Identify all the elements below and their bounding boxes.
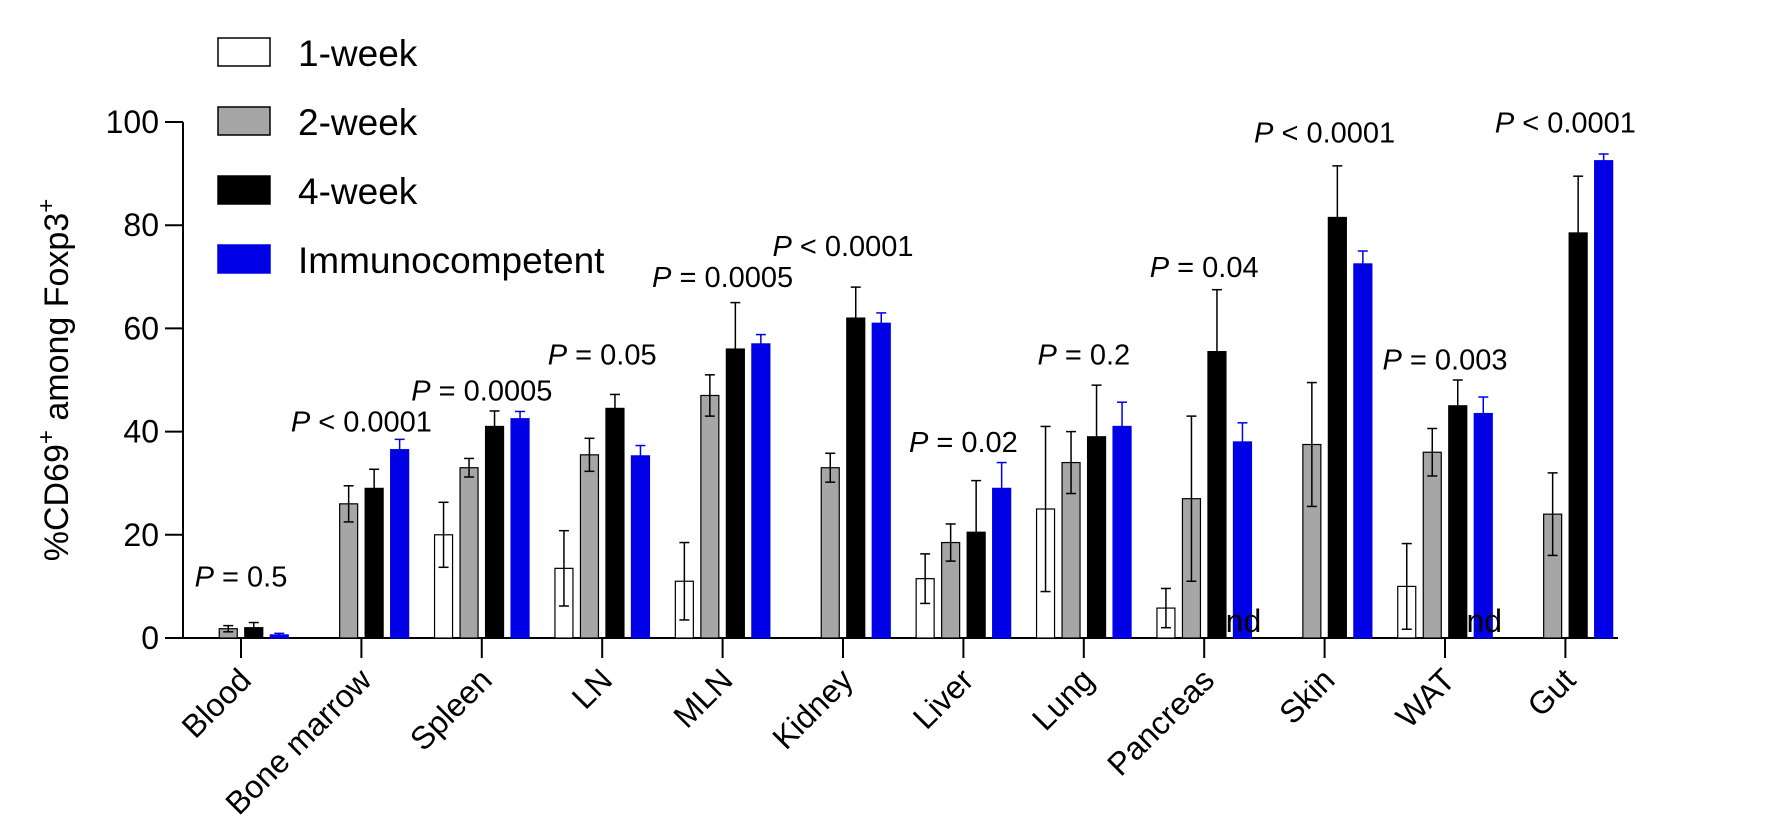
y-axis: 0 20 40 60 80 100 %CD69+ among Foxp3+ xyxy=(33,104,184,656)
bar-4-week xyxy=(244,627,264,639)
bar-4-week xyxy=(605,407,625,639)
bar-4-week xyxy=(1568,232,1588,639)
bar-4-week xyxy=(364,487,384,639)
bar-immunocompetent xyxy=(510,418,530,639)
y-tick-label: 80 xyxy=(123,207,159,243)
bar-2-week xyxy=(700,394,720,639)
nd-label: nd xyxy=(1466,603,1502,639)
legend-label: 4-week xyxy=(298,171,418,212)
x-tick-label: MLN xyxy=(666,661,739,734)
x-tick-label: WAT xyxy=(1389,661,1462,734)
bar-immunocompetent xyxy=(1353,263,1373,639)
y-tick-label: 0 xyxy=(141,620,159,656)
y-tick-label: 60 xyxy=(123,310,159,346)
bar-2-week xyxy=(339,503,359,639)
legend-swatch xyxy=(217,244,271,274)
x-tick-label: Blood xyxy=(175,661,258,744)
legend-label: 2-week xyxy=(298,102,418,143)
bar-2-week xyxy=(459,467,479,639)
p-value-label: P = 0.5 xyxy=(195,561,288,593)
legend-label: 1-week xyxy=(298,33,418,74)
y-tick-label: 20 xyxy=(123,517,159,553)
p-value-label: P = 0.05 xyxy=(548,340,657,372)
bar-2-week xyxy=(820,467,840,639)
x-tick-label: Pancreas xyxy=(1100,661,1221,782)
bar-immunocompetent xyxy=(390,449,410,639)
p-value-label: P < 0.0001 xyxy=(1254,118,1395,150)
bar-immunocompetent xyxy=(751,343,771,639)
p-value-label: P = 0.0005 xyxy=(652,262,793,294)
bar-immunocompetent xyxy=(992,487,1012,639)
bar-4-week xyxy=(846,317,866,639)
bar-4-week xyxy=(484,425,505,639)
p-value-label: P = 0.04 xyxy=(1150,252,1259,284)
bar-4-week xyxy=(1327,216,1347,639)
p-value-label: P = 0.0005 xyxy=(411,376,552,408)
bar-4-week xyxy=(1448,405,1468,639)
p-value-label: P = 0.02 xyxy=(909,427,1018,459)
x-tick-label: Spleen xyxy=(403,661,499,757)
x-tick-label: Gut xyxy=(1520,661,1582,723)
nd-label: nd xyxy=(1226,603,1262,639)
x-tick-label: Liver xyxy=(906,661,981,736)
p-value-label: P < 0.0001 xyxy=(1495,107,1636,139)
legend: 1-week 2-week 4-week Immunocompetent xyxy=(217,33,605,281)
bar-4-week xyxy=(1207,351,1227,639)
legend-label: Immunocompetent xyxy=(298,240,605,281)
bar-immunocompetent xyxy=(630,455,651,639)
p-value-label: P < 0.0001 xyxy=(291,407,432,439)
bar-immunocompetent xyxy=(1594,160,1614,639)
bar-immunocompetent xyxy=(1112,425,1132,639)
bar-2-week xyxy=(1422,451,1442,639)
bar-immunocompetent xyxy=(269,634,289,639)
bar-4-week xyxy=(1086,436,1107,639)
p-value-label: P = 0.003 xyxy=(1383,345,1508,377)
x-tick-label: Skin xyxy=(1272,661,1341,730)
p-value-label: P < 0.0001 xyxy=(772,231,913,263)
bar-immunocompetent xyxy=(871,322,891,639)
legend-swatch xyxy=(217,106,271,136)
x-tick-label: Lung xyxy=(1025,661,1101,737)
bar-4-week xyxy=(966,531,986,639)
legend-swatch xyxy=(217,175,271,205)
bar-2-week xyxy=(579,454,600,639)
p-value-label: P = 0.2 xyxy=(1037,340,1130,372)
x-tick-label: LN xyxy=(565,661,619,715)
legend-swatch xyxy=(217,37,271,67)
y-tick-label: 40 xyxy=(123,414,159,450)
bar-4-week xyxy=(725,348,745,639)
bars xyxy=(218,153,1614,639)
y-axis-title: %CD69+ among Foxp3+ xyxy=(33,199,76,562)
x-tick-label: Kidney xyxy=(765,661,860,756)
y-tick-label: 100 xyxy=(106,104,159,140)
